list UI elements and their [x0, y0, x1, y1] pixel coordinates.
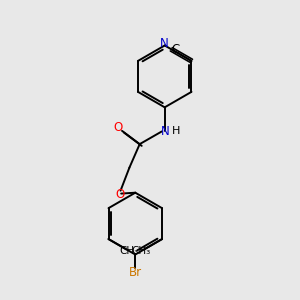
Text: N: N [161, 125, 170, 138]
Text: H: H [172, 126, 180, 136]
Text: C: C [172, 43, 180, 56]
Text: CH₃: CH₃ [132, 246, 151, 256]
Text: N: N [160, 37, 169, 50]
Text: O: O [115, 188, 124, 201]
Text: Br: Br [129, 266, 142, 279]
Text: O: O [113, 121, 122, 134]
Text: CH₃: CH₃ [120, 246, 139, 256]
